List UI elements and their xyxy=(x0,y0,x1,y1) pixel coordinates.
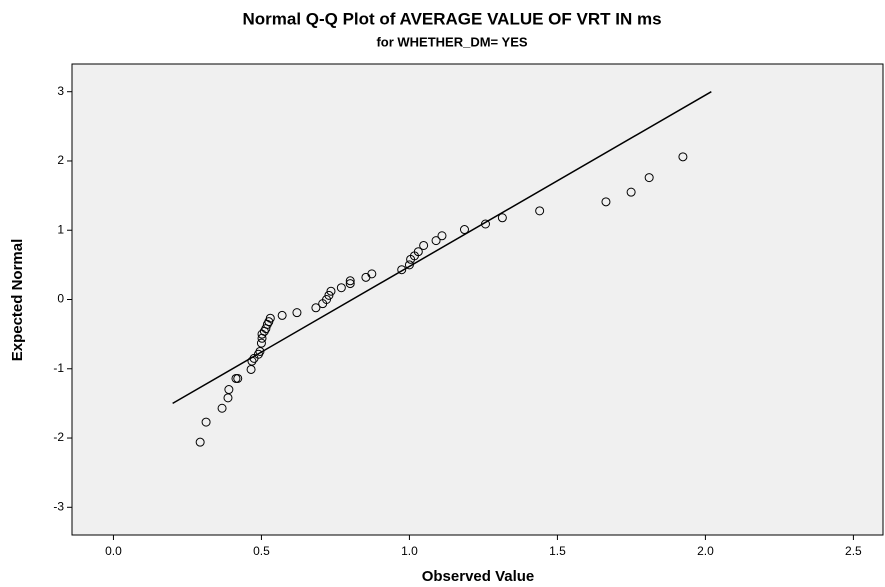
data-point xyxy=(535,206,545,216)
data-point xyxy=(265,313,275,323)
y-tick-label: 1 xyxy=(57,222,64,236)
data-point xyxy=(324,290,334,300)
chart-title: Normal Q-Q Plot of AVERAGE VALUE OF VRT … xyxy=(242,9,661,28)
data-point xyxy=(292,308,302,318)
chart-subtitle: for WHETHER_DM= YES xyxy=(376,34,527,49)
y-axis-label: Expected Normal xyxy=(9,239,26,362)
y-tick-label: 3 xyxy=(57,84,64,98)
data-point xyxy=(201,417,211,427)
x-tick-label: 0.0 xyxy=(105,544,122,558)
data-point xyxy=(413,247,423,257)
data-point xyxy=(419,240,429,250)
data-point xyxy=(497,213,507,223)
y-tick-label: -2 xyxy=(53,430,64,444)
data-point xyxy=(678,152,688,162)
data-point xyxy=(311,303,321,313)
data-point xyxy=(345,276,355,286)
data-point xyxy=(336,283,346,293)
x-tick-label: 2.5 xyxy=(845,544,862,558)
data-point xyxy=(217,403,227,413)
data-point xyxy=(367,269,377,279)
y-tick-label: -1 xyxy=(53,361,64,375)
y-tick-label: 0 xyxy=(57,292,64,306)
data-point xyxy=(437,231,447,241)
data-point xyxy=(459,225,469,235)
data-point xyxy=(255,346,265,356)
data-point xyxy=(224,385,234,395)
data-point xyxy=(644,173,654,183)
y-tick-label: -3 xyxy=(53,499,64,513)
x-tick-label: 0.5 xyxy=(253,544,270,558)
x-tick-label: 1.5 xyxy=(549,544,566,558)
y-tick-label: 2 xyxy=(57,153,64,167)
reference-line xyxy=(172,91,712,405)
data-point xyxy=(397,265,407,275)
x-tick-label: 2.0 xyxy=(697,544,714,558)
data-point xyxy=(326,286,336,296)
x-tick-label: 1.0 xyxy=(401,544,418,558)
data-point xyxy=(626,187,636,197)
data-point xyxy=(195,437,205,447)
data-point xyxy=(233,373,243,383)
data-point xyxy=(431,236,441,246)
plot-area xyxy=(71,63,884,536)
x-axis-label: Observed Value xyxy=(422,568,535,585)
data-point xyxy=(345,279,355,289)
data-point xyxy=(601,197,611,207)
data-point xyxy=(277,310,287,320)
data-point xyxy=(256,338,266,348)
